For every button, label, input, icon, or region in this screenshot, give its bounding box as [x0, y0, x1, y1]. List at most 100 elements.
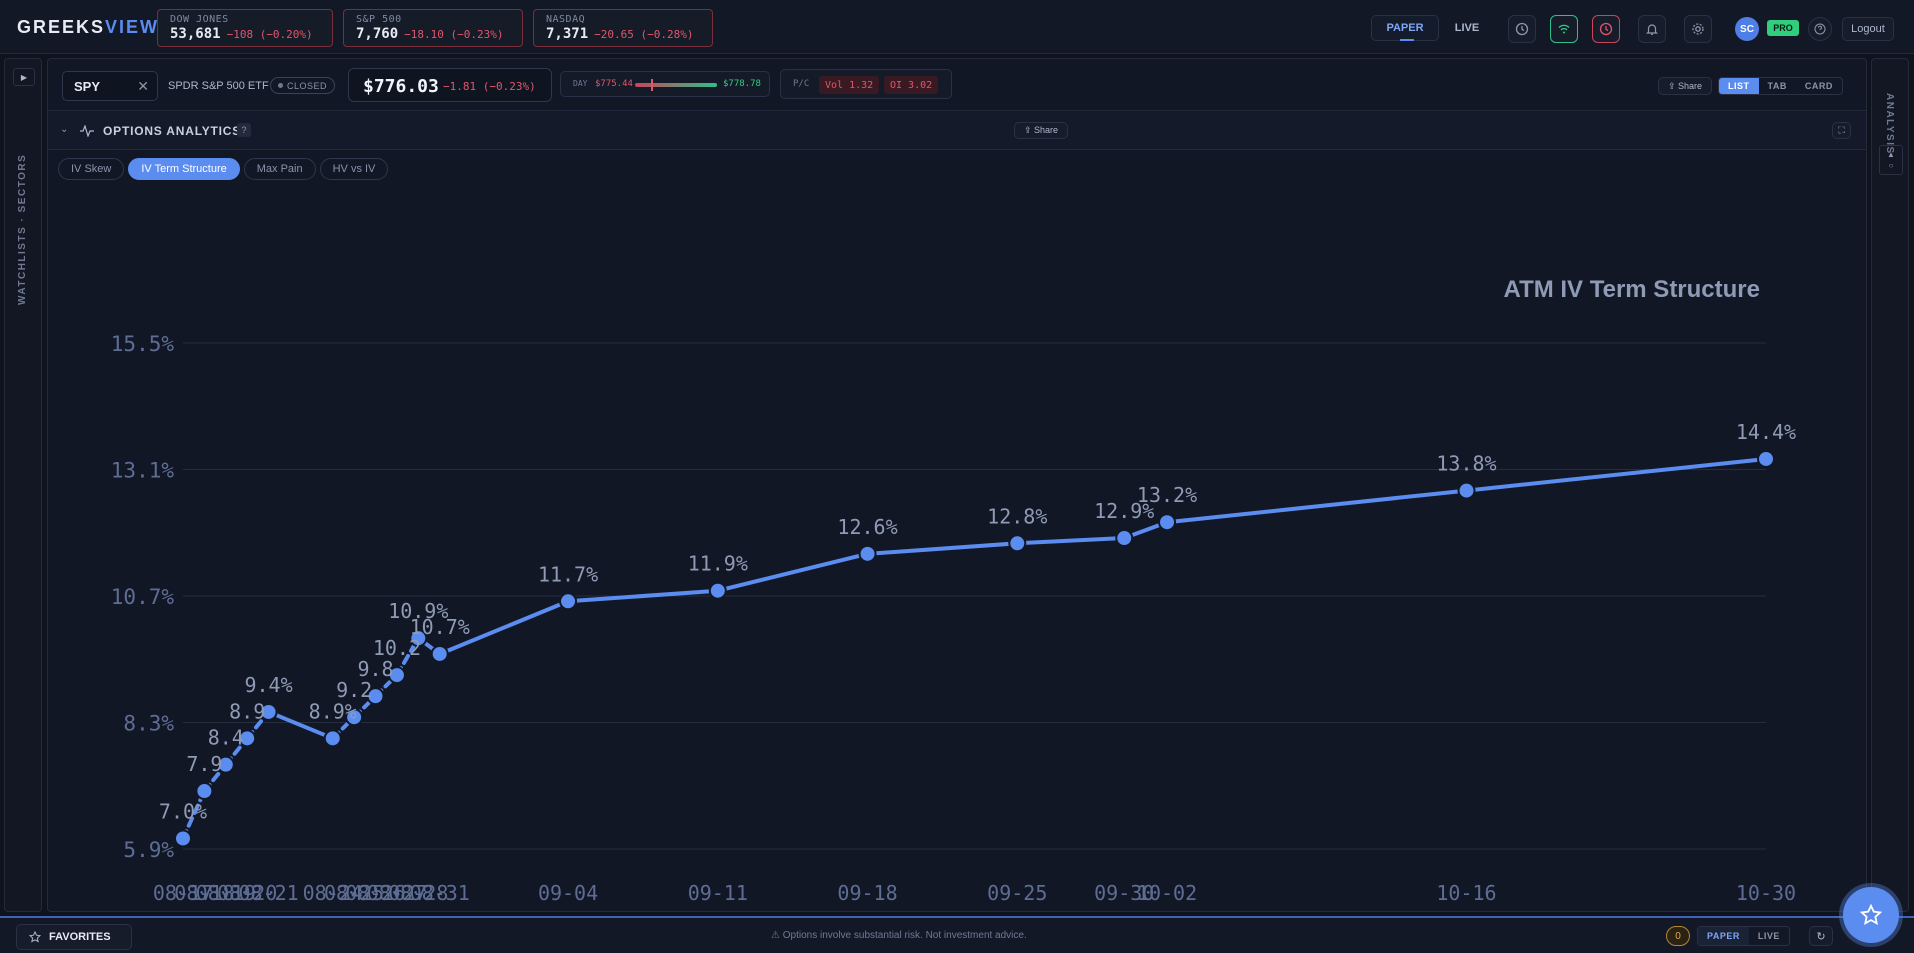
y-axis: 15.5% 13.1% 10.7% 8.3% 5.9%	[111, 332, 175, 862]
data-label: 12.8%	[987, 504, 1047, 528]
index-change: −108 (−0.20%)	[226, 28, 313, 41]
data-point[interactable]	[259, 702, 278, 721]
view-list-button[interactable]: LIST	[1719, 78, 1759, 94]
y-tick-label: 15.5%	[111, 332, 175, 356]
pro-badge: PRO	[1767, 20, 1799, 36]
tab-max-pain[interactable]: Max Pain	[243, 158, 316, 180]
ticker-search-input[interactable]: SPY ✕	[62, 71, 158, 101]
wifi-icon[interactable]	[1550, 15, 1578, 43]
analytics-share-button[interactable]: ⇪ Share	[1014, 122, 1068, 139]
data-label: 14.4%	[1736, 420, 1796, 444]
series-segment	[1165, 488, 1469, 525]
x-tick-sublabel: (47d)	[1137, 909, 1197, 911]
footer-live-button[interactable]: LIVE	[1757, 931, 1780, 941]
index-card-nasdaq[interactable]: NASDAQ 7,371 −20.65 (−0.28%)	[533, 9, 713, 47]
analytics-help-icon[interactable]: ?	[237, 123, 251, 137]
x-tick-sublabel: (12d)	[388, 909, 448, 911]
data-point[interactable]	[387, 666, 406, 685]
ticker-row: SPY ✕ SPDR S&P 500 ETF CLOSED $776.03 −1…	[48, 59, 1866, 111]
data-point[interactable]	[195, 782, 214, 801]
tab-iv-term-structure[interactable]: IV Term Structure	[128, 158, 240, 180]
favorites-label: FAVORITES	[49, 931, 111, 943]
status-dot-icon	[278, 83, 283, 88]
series-segment	[1015, 536, 1127, 546]
data-point[interactable]	[216, 755, 235, 774]
index-card-dow[interactable]: DOW JONES 53,681 −108 (−0.20%)	[157, 9, 333, 47]
data-point[interactable]	[1757, 449, 1775, 468]
data-point[interactable]	[174, 829, 192, 848]
x-tick-sublabel: (15d)	[410, 909, 470, 911]
chart-title: ATM IV Term Structure	[1504, 276, 1760, 303]
tab-hv-vs-iv[interactable]: HV vs IV	[319, 158, 389, 180]
day-range-bar	[635, 83, 717, 87]
data-point[interactable]	[238, 729, 257, 748]
logo-text-a: GREEKS	[17, 17, 106, 37]
index-change: −18.10 (−0.23%)	[404, 28, 504, 41]
data-label: 10.2	[373, 636, 421, 660]
data-label: 7.0%	[159, 799, 207, 823]
analysis-label[interactable]: ANALYSIS	[1884, 93, 1895, 155]
data-point[interactable]	[1115, 529, 1134, 548]
data-point[interactable]	[559, 592, 578, 611]
alarm-clock-icon[interactable]	[1592, 15, 1620, 43]
data-point[interactable]	[323, 729, 342, 748]
x-tick-label: 10-30	[1736, 881, 1796, 905]
gear-icon[interactable]	[1684, 15, 1712, 43]
share-button[interactable]: ⇪ Share	[1658, 77, 1712, 95]
series-points	[174, 449, 1775, 848]
data-point[interactable]	[1008, 534, 1027, 553]
help-icon[interactable]	[1808, 17, 1832, 41]
paper-mode-button[interactable]: PAPER	[1371, 15, 1439, 41]
tab-iv-skew[interactable]: IV Skew	[58, 158, 125, 180]
x-tick-label: 09-18	[837, 881, 897, 905]
refresh-icon[interactable]: ↻	[1809, 926, 1833, 946]
data-label: 8.4	[208, 726, 244, 750]
x-tick-sublabel: (8d)	[309, 909, 357, 911]
x-tick-sublabel: (3d)	[202, 909, 250, 911]
bell-icon[interactable]	[1638, 15, 1666, 43]
collapse-right-rail-button[interactable]: ▲ ○	[1879, 145, 1903, 175]
app-logo[interactable]: GREEKSVIEW	[17, 17, 159, 38]
expand-left-rail-button[interactable]: ▶	[13, 68, 35, 86]
iv-term-structure-chart: ATM IV Term Structure 15.5% 13.1% 10.7% 8.3…	[111, 276, 1796, 911]
clock-icon[interactable]	[1508, 15, 1536, 43]
data-point[interactable]	[1457, 481, 1476, 500]
clear-ticker-icon[interactable]: ✕	[137, 78, 149, 94]
series-segment	[266, 709, 335, 741]
index-value: 7,371	[546, 26, 589, 42]
data-label: 11.9%	[688, 552, 748, 576]
series-segment	[437, 599, 571, 656]
data-point[interactable]	[708, 581, 727, 600]
view-tab-button[interactable]: TAB	[1767, 81, 1787, 91]
data-label: 10.7%	[410, 615, 470, 639]
watchlists-sectors-label[interactable]: WATCHLISTS · SECTORS	[17, 153, 28, 305]
index-card-sp500[interactable]: S&P 500 7,760 −18.10 (−0.23%)	[343, 9, 523, 47]
bottom-bar: FAVORITES ⚠ Options involve substantial …	[0, 916, 1914, 953]
series-segment	[566, 588, 720, 604]
point-labels: 7.0% 7.98.4 8.99.4% 8.9%9.29.810.2 10.9%10.7…	[159, 420, 1796, 824]
live-mode-button[interactable]: LIVE	[1445, 15, 1489, 41]
pc-volume: Vol 1.32	[819, 76, 880, 94]
data-label: 9.8	[357, 657, 393, 681]
view-toggle: LIST TAB CARD	[1718, 77, 1843, 95]
favorites-button[interactable]: FAVORITES	[16, 924, 132, 950]
x-tick-sublabel: (40d)	[987, 909, 1047, 911]
y-tick-label: 10.7%	[111, 585, 175, 609]
series-segment	[1464, 456, 1768, 493]
favorite-star-fab[interactable]	[1843, 887, 1899, 943]
avatar[interactable]: SC	[1735, 17, 1759, 41]
x-tick-sublabel: (4d)	[223, 909, 271, 911]
data-point[interactable]	[366, 687, 385, 706]
data-point[interactable]	[430, 644, 449, 663]
data-point[interactable]	[345, 708, 364, 727]
pc-label: P/C	[793, 79, 810, 89]
data-point[interactable]	[409, 629, 428, 648]
view-card-button[interactable]: CARD	[1804, 81, 1833, 91]
fullscreen-icon[interactable]: ⛶	[1832, 122, 1851, 139]
logout-button[interactable]: Logout	[1842, 17, 1894, 41]
chevron-down-icon[interactable]: ⌄	[60, 124, 69, 135]
data-point[interactable]	[1158, 513, 1177, 532]
footer-paper-button[interactable]: PAPER	[1698, 927, 1749, 945]
order-count-badge[interactable]: 0	[1666, 926, 1690, 946]
data-point[interactable]	[858, 544, 877, 563]
